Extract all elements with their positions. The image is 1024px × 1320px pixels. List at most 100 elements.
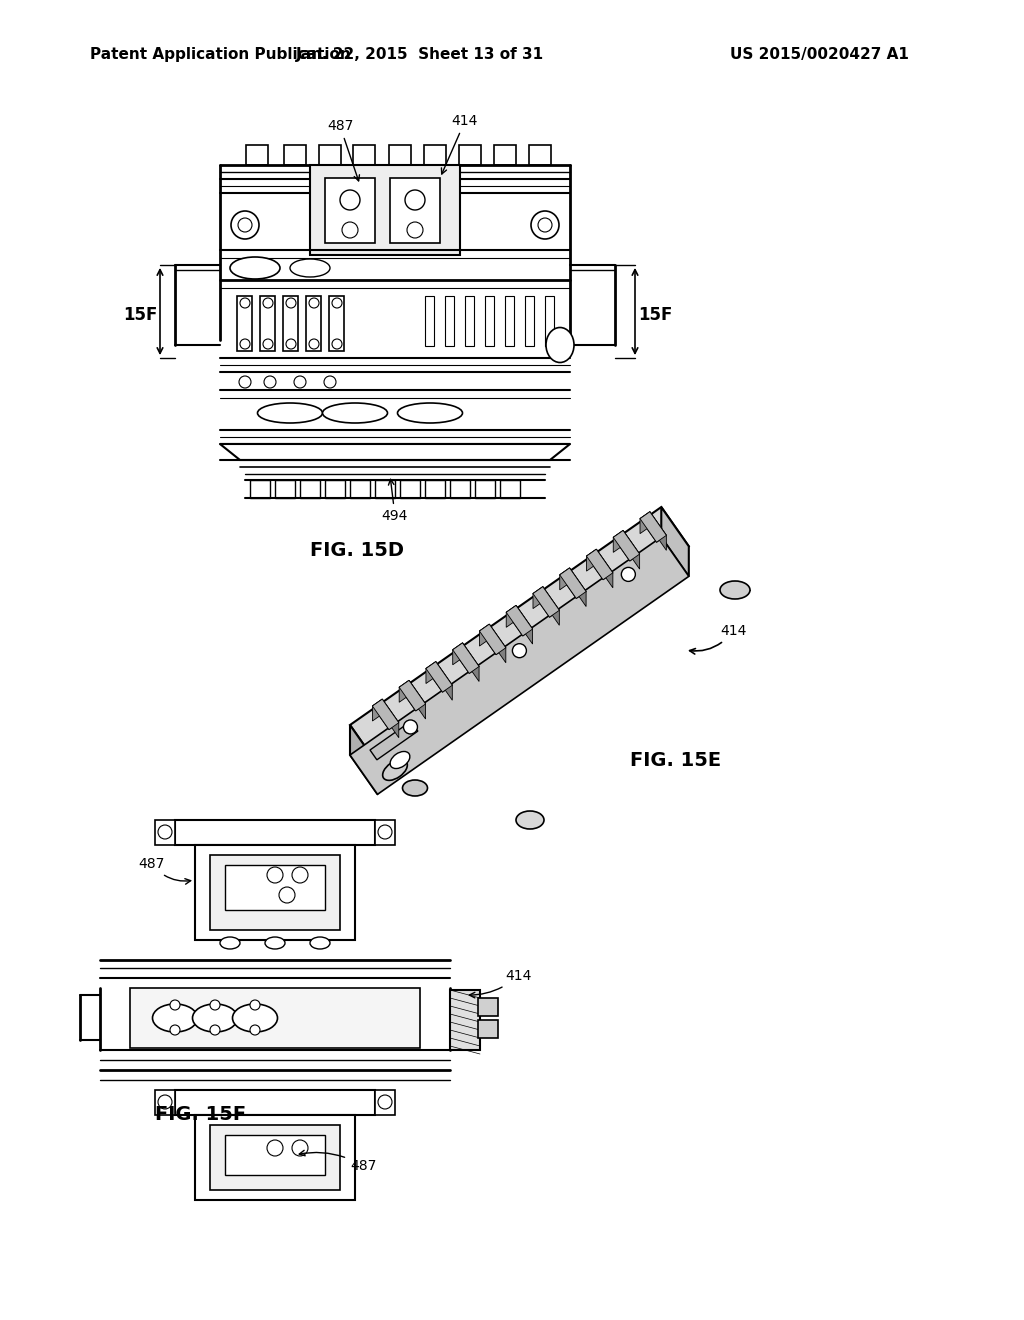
Bar [225, 1135, 325, 1175]
Polygon shape [560, 568, 586, 598]
Polygon shape [426, 661, 436, 684]
Polygon shape [399, 680, 409, 702]
Bar [375, 480, 395, 498]
Circle shape [622, 568, 635, 581]
Bar [306, 296, 321, 351]
Ellipse shape [402, 780, 427, 796]
Circle shape [378, 1096, 392, 1109]
Circle shape [267, 867, 283, 883]
Bar [195, 1115, 355, 1200]
Polygon shape [613, 531, 640, 561]
Circle shape [263, 339, 273, 348]
Bar [325, 178, 375, 243]
Circle shape [279, 887, 295, 903]
Circle shape [407, 222, 423, 238]
Polygon shape [453, 643, 463, 665]
Polygon shape [436, 661, 453, 700]
Text: FIG. 15D: FIG. 15D [310, 540, 404, 560]
Polygon shape [426, 661, 453, 692]
Bar [237, 296, 252, 351]
Polygon shape [650, 512, 667, 550]
Polygon shape [373, 700, 382, 721]
Polygon shape [623, 531, 640, 569]
Bar [260, 296, 275, 351]
Text: 414: 414 [689, 624, 746, 655]
Bar [478, 1020, 498, 1038]
Bar [389, 145, 411, 165]
Circle shape [292, 867, 308, 883]
Polygon shape [479, 624, 506, 655]
Polygon shape [613, 531, 640, 561]
Bar [425, 480, 445, 498]
Circle shape [239, 376, 251, 388]
Circle shape [210, 1001, 220, 1010]
Polygon shape [543, 586, 559, 626]
Polygon shape [426, 661, 453, 692]
Bar [195, 845, 355, 940]
Text: Patent Application Publication: Patent Application Publication [90, 48, 351, 62]
Ellipse shape [323, 403, 387, 422]
Polygon shape [662, 507, 689, 577]
Polygon shape [506, 606, 532, 636]
Polygon shape [453, 643, 479, 673]
Bar [485, 296, 494, 346]
Polygon shape [587, 549, 612, 579]
Circle shape [292, 1140, 308, 1156]
Circle shape [264, 376, 276, 388]
Polygon shape [506, 606, 532, 636]
Circle shape [250, 1001, 260, 1010]
Polygon shape [587, 549, 612, 579]
Polygon shape [220, 444, 570, 459]
Bar [424, 145, 446, 165]
Bar [390, 178, 440, 243]
Polygon shape [373, 700, 398, 730]
Circle shape [210, 1026, 220, 1035]
Bar [284, 145, 306, 165]
Text: FIG. 15F: FIG. 15F [155, 1106, 246, 1125]
Polygon shape [532, 586, 543, 609]
Ellipse shape [383, 759, 408, 780]
Bar [545, 296, 554, 346]
Ellipse shape [397, 403, 463, 422]
Bar [325, 480, 345, 498]
Polygon shape [373, 700, 398, 730]
Text: 15F: 15F [123, 306, 158, 323]
Text: US 2015/0020427 A1: US 2015/0020427 A1 [730, 48, 909, 62]
Circle shape [158, 825, 172, 840]
Ellipse shape [516, 810, 544, 829]
Circle shape [342, 222, 358, 238]
Bar [246, 145, 268, 165]
Bar [494, 145, 516, 165]
Bar [425, 296, 434, 346]
Bar [300, 480, 319, 498]
Polygon shape [560, 568, 586, 598]
Polygon shape [506, 606, 516, 627]
Bar [500, 480, 520, 498]
Ellipse shape [230, 257, 280, 279]
Circle shape [238, 218, 252, 232]
Text: 414: 414 [441, 114, 478, 174]
Bar [210, 855, 340, 931]
Polygon shape [596, 549, 612, 587]
Ellipse shape [546, 327, 574, 363]
Ellipse shape [720, 581, 750, 599]
Polygon shape [463, 643, 479, 681]
Bar [475, 480, 495, 498]
Circle shape [286, 298, 296, 308]
Polygon shape [382, 700, 398, 738]
Bar [505, 296, 514, 346]
Bar [445, 296, 454, 346]
Bar [225, 865, 325, 909]
Bar [450, 480, 470, 498]
Circle shape [267, 1140, 283, 1156]
Circle shape [332, 339, 342, 348]
Polygon shape [640, 512, 667, 543]
Ellipse shape [193, 1005, 238, 1032]
Circle shape [158, 1096, 172, 1109]
Polygon shape [532, 586, 559, 618]
Circle shape [240, 298, 250, 308]
Circle shape [531, 211, 559, 239]
Polygon shape [399, 680, 426, 711]
Text: 487: 487 [327, 119, 359, 181]
Polygon shape [613, 531, 623, 552]
